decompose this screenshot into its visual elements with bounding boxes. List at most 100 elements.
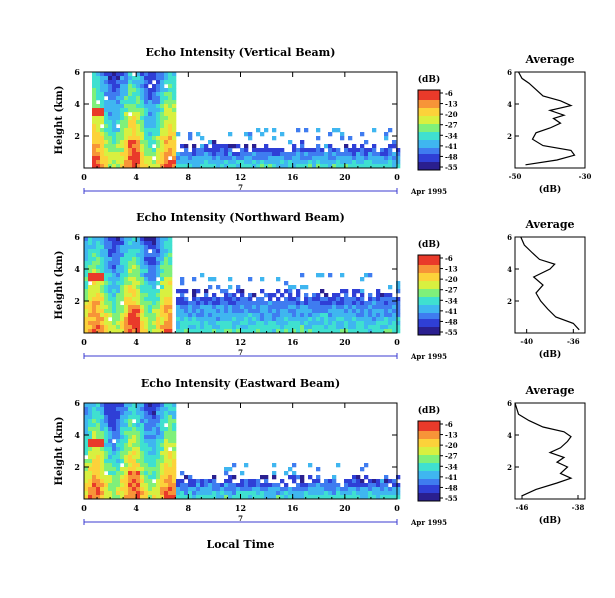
heatmap-cell bbox=[112, 164, 117, 169]
heatmap-cell bbox=[192, 309, 197, 314]
heatmap-cell bbox=[376, 160, 381, 165]
colorbar-tick-label: -6 bbox=[445, 254, 453, 263]
heatmap-cell bbox=[104, 325, 109, 330]
heatmap-cell bbox=[92, 301, 97, 306]
heatmap-cell bbox=[116, 415, 121, 420]
heatmap-cell bbox=[124, 144, 129, 149]
heatmap-cell bbox=[92, 309, 97, 314]
heatmap-cell bbox=[168, 459, 173, 464]
heatmap-cell bbox=[208, 317, 213, 322]
heatmap-cell bbox=[344, 160, 349, 165]
heatmap-cell bbox=[372, 325, 377, 330]
heatmap-cell bbox=[112, 435, 117, 440]
heatmap-cell bbox=[280, 132, 285, 137]
heatmap-cell bbox=[388, 491, 393, 496]
heatmap-cell bbox=[108, 423, 113, 428]
heatmap-cell bbox=[180, 305, 185, 310]
heatmap-cell bbox=[92, 80, 97, 85]
heatmap-cell bbox=[164, 241, 169, 246]
heatmap-cell bbox=[132, 120, 137, 125]
heatmap-cell bbox=[100, 455, 105, 460]
colorbar-cell bbox=[418, 479, 440, 482]
heatmap-cell bbox=[92, 411, 97, 416]
heatmap-cell bbox=[136, 136, 141, 141]
heatmap-cell bbox=[100, 116, 105, 121]
heatmap-cell bbox=[312, 305, 317, 310]
heatmap-cell bbox=[116, 491, 121, 496]
heatmap-cell bbox=[300, 156, 305, 161]
heatmap-cell bbox=[352, 479, 357, 484]
heatmap-cell bbox=[264, 325, 269, 330]
heatmap-cell bbox=[128, 80, 133, 85]
heatmap-cell bbox=[168, 487, 173, 492]
heatmap-cell bbox=[164, 132, 169, 137]
heatmap-cell bbox=[196, 160, 201, 165]
heatmap-cell bbox=[220, 305, 225, 310]
heatmap-cell bbox=[112, 313, 117, 318]
heatmap-cell bbox=[140, 411, 145, 416]
heatmap-cell bbox=[112, 144, 117, 149]
heatmap-cell bbox=[132, 237, 137, 242]
heatmap-cell bbox=[160, 285, 165, 290]
colorbar-tick-label: -48 bbox=[445, 317, 458, 326]
heatmap-cell bbox=[120, 321, 125, 326]
panel-title: Echo Intensity (Northward Beam) bbox=[136, 211, 345, 224]
heatmap-cell bbox=[360, 325, 365, 330]
heatmap-cell bbox=[148, 467, 153, 472]
heatmap-cell bbox=[116, 483, 121, 488]
heatmap-cell bbox=[280, 321, 285, 326]
heatmap-cell bbox=[160, 463, 165, 468]
colorbar-cell bbox=[418, 311, 440, 314]
heatmap-cell bbox=[192, 301, 197, 306]
heatmap-cell bbox=[164, 301, 169, 306]
heatmap-cell bbox=[140, 293, 145, 298]
colorbar-cell bbox=[418, 122, 440, 125]
heatmap-cell bbox=[216, 144, 221, 149]
heatmap-cell bbox=[392, 160, 397, 165]
heatmap-cell bbox=[120, 104, 125, 109]
heatmap-cell bbox=[160, 92, 165, 97]
heatmap-cell bbox=[288, 495, 293, 500]
heatmap-cell bbox=[212, 313, 217, 318]
heatmap-cell bbox=[120, 419, 125, 424]
heatmap-cell bbox=[220, 313, 225, 318]
heatmap-cell bbox=[192, 160, 197, 165]
heatmap-cell bbox=[184, 301, 189, 306]
heatmap-cell bbox=[332, 156, 337, 161]
heatmap-cell bbox=[144, 257, 149, 262]
heatmap-cell bbox=[216, 495, 221, 500]
heatmap-cell bbox=[132, 447, 137, 452]
heatmap-cell bbox=[316, 164, 321, 169]
heatmap-cell bbox=[140, 321, 145, 326]
heatmap-cell bbox=[360, 293, 365, 298]
heatmap-cell bbox=[344, 487, 349, 492]
colorbar-tick-label: -55 bbox=[445, 494, 458, 503]
heatmap-cell bbox=[116, 451, 121, 456]
heatmap-cell bbox=[112, 495, 117, 500]
heatmap-cell bbox=[128, 281, 133, 286]
heatmap-cell bbox=[128, 305, 133, 310]
heatmap-cell bbox=[256, 317, 261, 322]
heatmap-cell bbox=[124, 265, 129, 270]
x-tick-label: 20 bbox=[339, 503, 351, 513]
heatmap-cell bbox=[156, 80, 161, 85]
heatmap-cell bbox=[108, 277, 113, 282]
heatmap-cell bbox=[160, 305, 165, 310]
heatmap-cell bbox=[112, 301, 117, 306]
heatmap-cell bbox=[132, 285, 137, 290]
heatmap-cell bbox=[140, 317, 145, 322]
heatmap-cell bbox=[120, 132, 125, 137]
heatmap-cell bbox=[212, 148, 217, 153]
heatmap-cell bbox=[124, 88, 129, 93]
heatmap-cell bbox=[316, 273, 321, 278]
heatmap-cell bbox=[348, 321, 353, 326]
heatmap-cell bbox=[100, 76, 105, 81]
heatmap-cell bbox=[148, 253, 153, 258]
heatmap-cell bbox=[396, 148, 401, 153]
heatmap-cell bbox=[360, 309, 365, 314]
heatmap-cell bbox=[296, 160, 301, 165]
heatmap-cell bbox=[132, 124, 137, 129]
heatmap-cell bbox=[320, 313, 325, 318]
heatmap-cell bbox=[304, 305, 309, 310]
heatmap-cell bbox=[140, 124, 145, 129]
